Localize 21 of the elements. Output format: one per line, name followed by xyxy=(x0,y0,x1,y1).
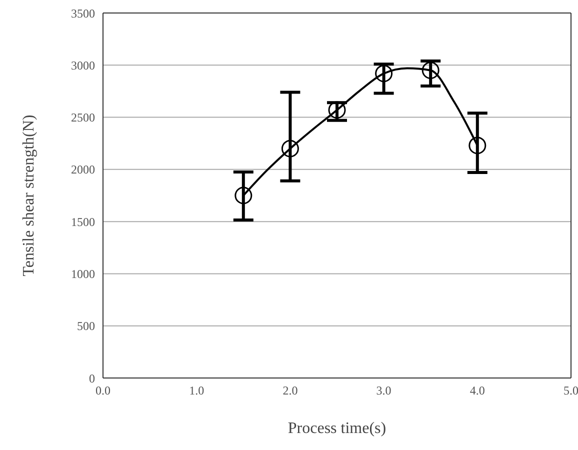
point xyxy=(468,136,486,154)
x-tick-label: 3.0 xyxy=(376,384,392,398)
x-tick-label: 4.0 xyxy=(470,384,485,398)
y-tick-label: 2000 xyxy=(71,162,95,177)
x-tick-label: 0.0 xyxy=(96,384,110,398)
y-tick-label: 2500 xyxy=(71,110,95,125)
x-tick-label: 2.0 xyxy=(282,384,298,398)
x-tick-label: 5.0 xyxy=(564,384,578,398)
y-tick-label: 3500 xyxy=(71,6,95,20)
point xyxy=(422,62,440,80)
y-tick-label: 1500 xyxy=(71,214,95,229)
point xyxy=(375,64,393,82)
y-tick-label: 500 xyxy=(77,319,95,334)
y-axis-title: Tensile shear strength(N) xyxy=(20,114,38,276)
point xyxy=(234,186,252,204)
y-tick-label: 1000 xyxy=(71,266,95,281)
y-tick-label: 0 xyxy=(89,371,95,386)
x-tick-label: 1.0 xyxy=(189,384,204,398)
y-tick-label: 3000 xyxy=(71,58,95,72)
point xyxy=(281,140,299,158)
x-axis-title: Process time(s) xyxy=(288,420,386,437)
